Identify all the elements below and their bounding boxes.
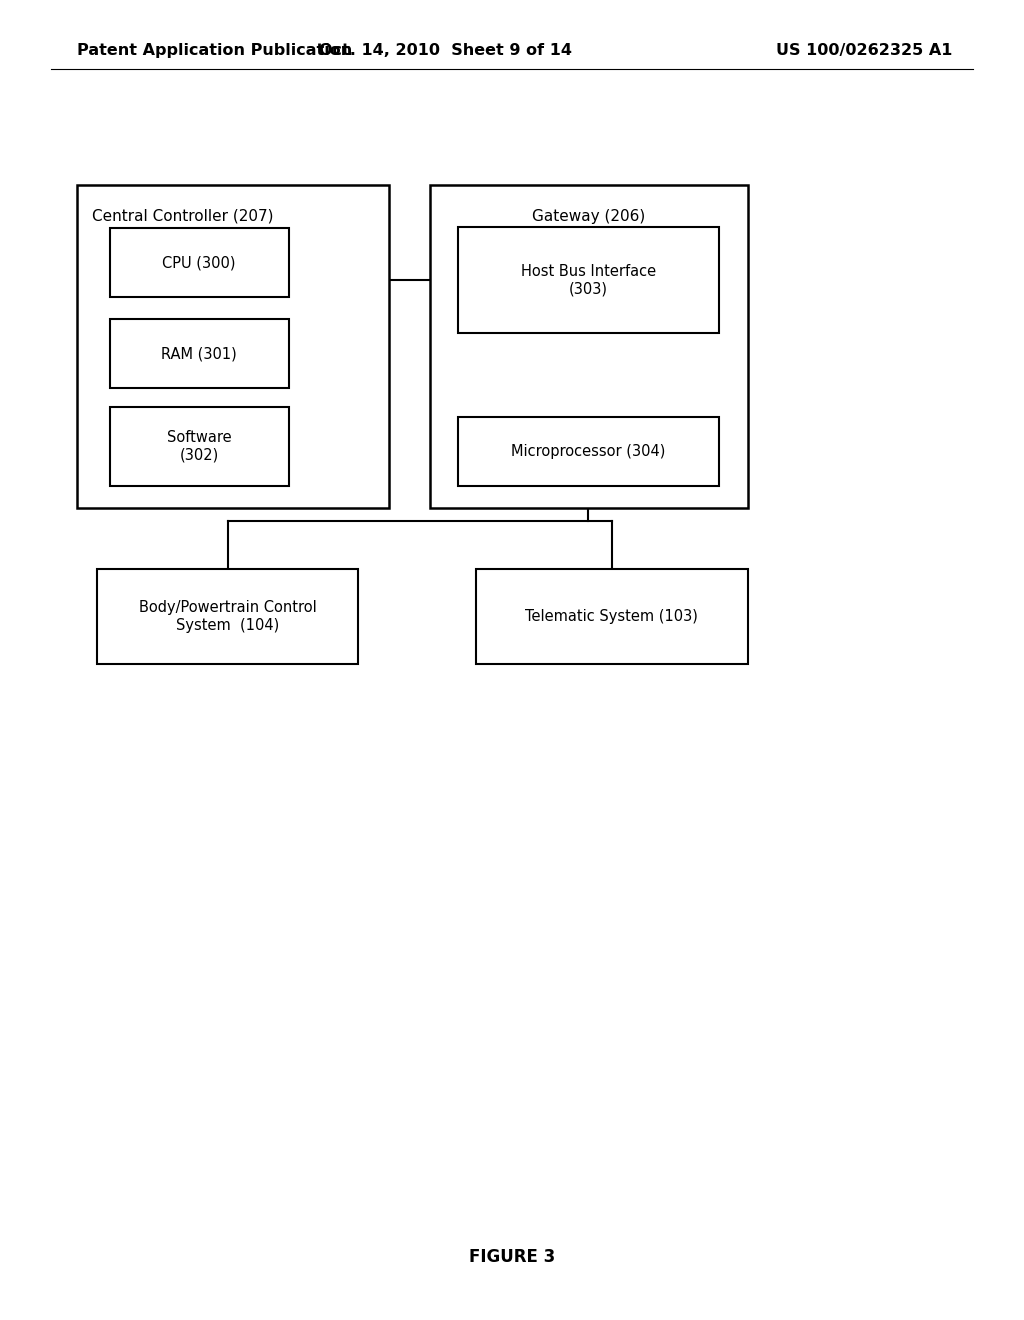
Text: Patent Application Publication: Patent Application Publication	[77, 42, 352, 58]
Text: Body/Powertrain Control
System  (104): Body/Powertrain Control System (104)	[139, 601, 316, 632]
FancyBboxPatch shape	[110, 319, 289, 388]
FancyBboxPatch shape	[110, 407, 289, 486]
Text: Host Bus Interface
(303): Host Bus Interface (303)	[521, 264, 655, 296]
Text: CPU (300): CPU (300)	[163, 255, 236, 271]
Text: Oct. 14, 2010  Sheet 9 of 14: Oct. 14, 2010 Sheet 9 of 14	[318, 42, 572, 58]
Text: US 100/0262325 A1: US 100/0262325 A1	[776, 42, 952, 58]
Text: Software
(302): Software (302)	[167, 430, 231, 462]
Text: Telematic System (103): Telematic System (103)	[525, 609, 698, 624]
FancyBboxPatch shape	[110, 228, 289, 297]
Text: Microprocessor (304): Microprocessor (304)	[511, 444, 666, 459]
FancyBboxPatch shape	[458, 417, 719, 486]
FancyBboxPatch shape	[458, 227, 719, 333]
Text: Gateway (206): Gateway (206)	[532, 209, 645, 223]
FancyBboxPatch shape	[77, 185, 389, 508]
FancyBboxPatch shape	[97, 569, 358, 664]
Text: Central Controller (207): Central Controller (207)	[92, 209, 273, 223]
Text: RAM (301): RAM (301)	[162, 346, 237, 362]
FancyBboxPatch shape	[476, 569, 748, 664]
Text: FIGURE 3: FIGURE 3	[469, 1247, 555, 1266]
FancyBboxPatch shape	[430, 185, 748, 508]
